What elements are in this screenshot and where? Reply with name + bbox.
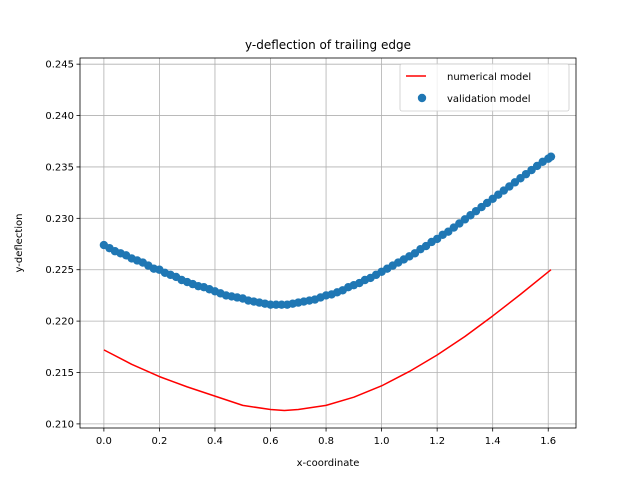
x-tick-label: 0.8 xyxy=(318,436,334,447)
y-tick-label: 0.240 xyxy=(45,111,74,122)
y-tick-label: 0.215 xyxy=(45,368,74,379)
x-tick-label: 1.4 xyxy=(485,436,501,447)
y-tick-label: 0.245 xyxy=(45,60,74,71)
y-tick-label: 0.225 xyxy=(45,265,74,276)
legend-label-numerical-model: numerical model xyxy=(447,72,531,83)
y-axis-label: y-deflection xyxy=(14,214,25,273)
x-tick-label: 1.6 xyxy=(540,436,556,447)
legend-label-validation-model: validation model xyxy=(447,94,531,105)
grid xyxy=(80,58,576,428)
x-axis-ticks: 0.0 0.2 0.4 0.6 0.8 1.0 1.2 1.4 1.6 xyxy=(96,428,556,447)
y-tick-label: 0.230 xyxy=(45,214,74,225)
y-tick-label: 0.235 xyxy=(45,162,74,173)
series-line-numerical-model xyxy=(103,269,552,412)
x-tick-label: 0.0 xyxy=(96,436,112,447)
y-tick-label: 0.220 xyxy=(45,317,74,328)
x-tick-label: 1.2 xyxy=(429,436,445,447)
y-tick-label: 0.210 xyxy=(45,419,74,430)
x-axis-label: x-coordinate xyxy=(297,458,360,469)
legend-box xyxy=(399,63,570,112)
legend-swatch-validation-model xyxy=(417,93,427,103)
plot-area xyxy=(99,152,556,412)
data-point-validation-model xyxy=(546,152,556,161)
x-tick-label: 0.6 xyxy=(263,436,279,447)
axes-frame xyxy=(79,57,577,429)
x-tick-label: 0.2 xyxy=(151,436,167,447)
legend: numerical model validation model xyxy=(399,63,570,112)
x-tick-label: 1.0 xyxy=(374,436,390,447)
chart-title: y-deflection of trailing edge xyxy=(245,38,411,52)
x-tick-label: 0.4 xyxy=(207,436,223,447)
y-axis-ticks: 0.210 0.215 0.220 0.225 0.230 0.235 0.240 0.245 xyxy=(45,60,80,430)
